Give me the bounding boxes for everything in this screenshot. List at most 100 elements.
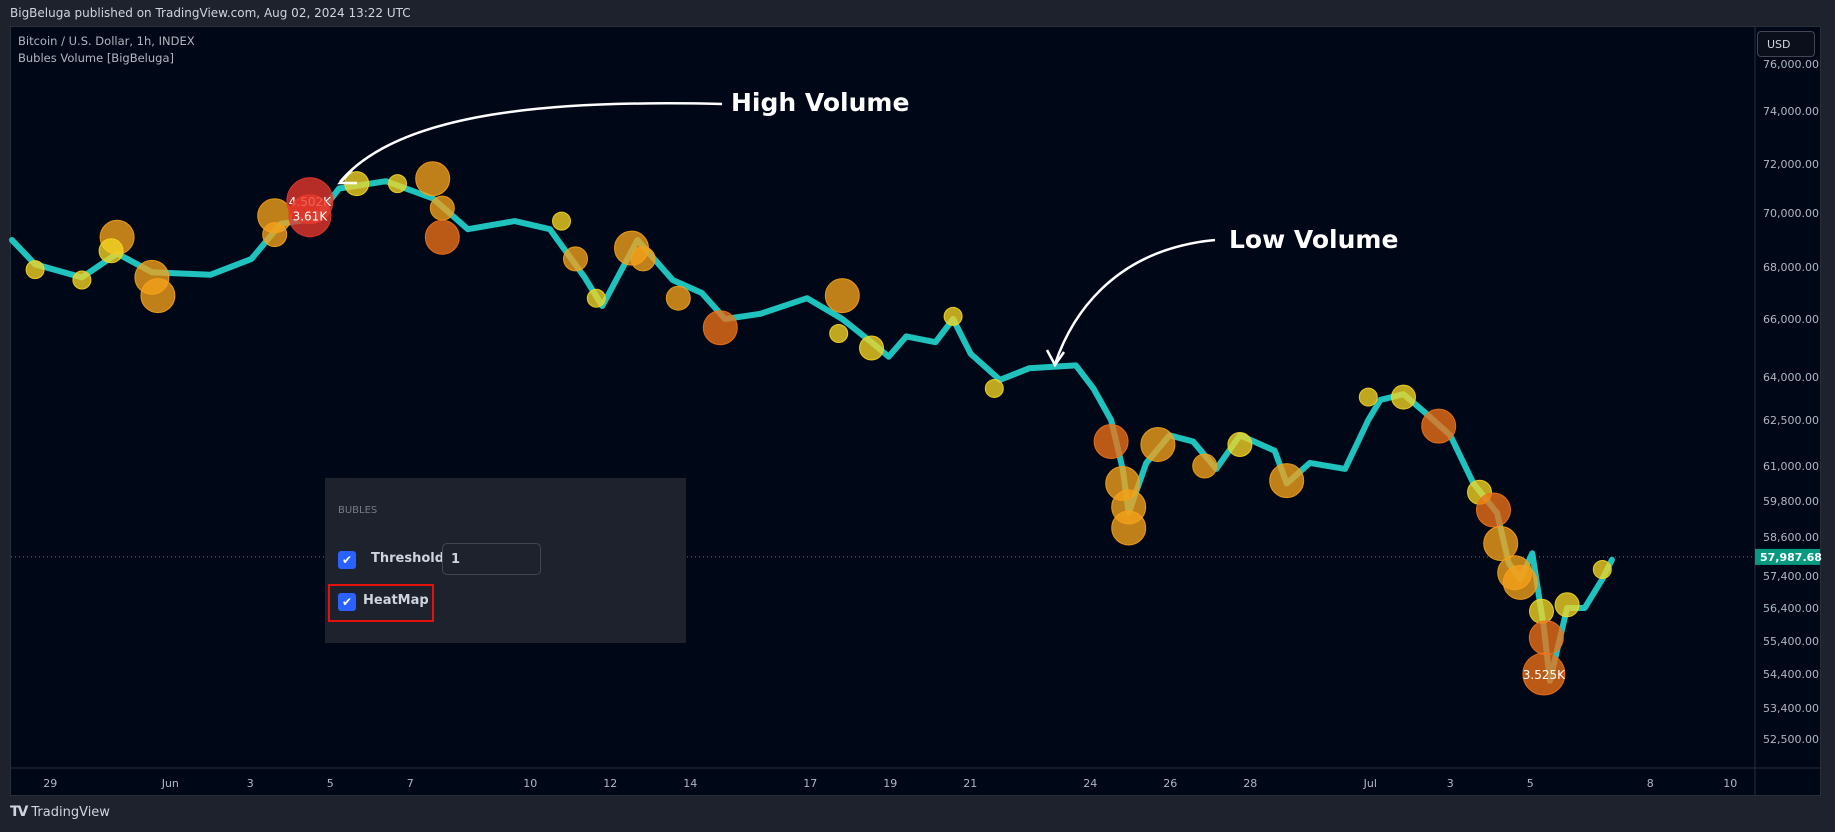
- time-tick-label: 12: [603, 777, 617, 790]
- price-tick-label: 55,400.00: [1763, 635, 1819, 648]
- high-volume-arrowhead: [337, 169, 357, 185]
- threshold-input[interactable]: [442, 543, 541, 575]
- time-tick-label: 19: [883, 777, 897, 790]
- volume-bubble[interactable]: [1358, 387, 1378, 407]
- volume-bubble[interactable]: [262, 222, 288, 248]
- low-volume-arrowhead: [1045, 349, 1066, 368]
- high-volume-arrow: [339, 102, 723, 183]
- time-tick-label: 3: [247, 777, 254, 790]
- heatmap-checkbox[interactable]: ✔: [338, 593, 356, 611]
- price-tick-label: 68,000.00: [1763, 261, 1819, 274]
- volume-bubble[interactable]: [424, 219, 460, 255]
- low-volume-arrow: [1053, 238, 1216, 365]
- price-tick-label: 52,500.00: [1763, 733, 1819, 746]
- time-tick-label: 26: [1163, 777, 1177, 790]
- volume-bubble[interactable]: [1391, 384, 1416, 410]
- volume-bubble[interactable]: [25, 260, 45, 280]
- price-line: [8, 178, 1615, 684]
- time-tick-label: Jul: [1363, 777, 1377, 790]
- volume-bubble[interactable]: [429, 195, 455, 221]
- volume-bubble[interactable]: [98, 238, 124, 264]
- volume-bubble[interactable]: [1528, 620, 1564, 656]
- volume-bubble[interactable]: [1140, 427, 1176, 463]
- chart-legend: Bitcoin / U.S. Dollar, 1h, INDEX Bubles …: [18, 33, 195, 67]
- volume-bubble[interactable]: [829, 324, 849, 343]
- volume-bubble[interactable]: [943, 306, 963, 326]
- volume-bubble[interactable]: [552, 211, 571, 231]
- time-tick-label: Jun: [161, 777, 179, 790]
- volume-bubble[interactable]: [288, 194, 332, 238]
- settings-panel: BUBLES ✔ Threshold ✔ HeatMap: [325, 478, 686, 643]
- price-tick-label: 59,800.00: [1763, 495, 1819, 508]
- volume-bubble[interactable]: [1111, 510, 1147, 546]
- volume-bubble[interactable]: [1476, 492, 1511, 528]
- time-tick-label: 5: [327, 777, 334, 790]
- volume-bubble[interactable]: [1192, 453, 1218, 479]
- time-tick-label: 14: [683, 777, 697, 790]
- time-tick-label: 29: [43, 777, 57, 790]
- price-tick-label: 54,400.00: [1763, 668, 1819, 681]
- price-tick-label: 72,000.00: [1763, 158, 1819, 171]
- volume-bubble[interactable]: [702, 310, 738, 346]
- volume-bubble[interactable]: [1483, 526, 1519, 561]
- price-tick-label: 70,000.00: [1763, 207, 1819, 220]
- volume-bubble[interactable]: [1592, 560, 1612, 579]
- price-tick-label: 66,000.00: [1763, 313, 1819, 326]
- volume-bubble[interactable]: [1529, 598, 1554, 624]
- high-volume-annotation: High Volume: [731, 88, 910, 117]
- volume-bubble[interactable]: [1269, 463, 1305, 499]
- price-tick-label: 58,600.00: [1763, 531, 1819, 544]
- time-tick-label: 8: [1647, 777, 1654, 790]
- threshold-label: Threshold: [371, 551, 445, 566]
- bubble-volume-label: 3.61K: [293, 210, 329, 224]
- chart-pane[interactable]: [10, 26, 1821, 796]
- currency-button[interactable]: USD: [1757, 31, 1815, 57]
- time-tick-label: 10: [523, 777, 537, 790]
- volume-bubble[interactable]: [859, 335, 884, 361]
- volume-bubble[interactable]: [415, 161, 451, 197]
- symbol-title[interactable]: Bitcoin / U.S. Dollar, 1h, INDEX: [18, 34, 195, 48]
- volume-bubble[interactable]: [563, 246, 588, 272]
- time-tick-label: 3: [1447, 777, 1454, 790]
- time-tick-label: 28: [1243, 777, 1257, 790]
- volume-bubble[interactable]: [984, 378, 1004, 398]
- tradingview-logo-icon: TV: [10, 804, 28, 820]
- volume-bubble[interactable]: [586, 288, 606, 308]
- low-volume-annotation: Low Volume: [1229, 225, 1399, 254]
- time-tick-label: 17: [803, 777, 817, 790]
- time-tick-label: 21: [963, 777, 977, 790]
- volume-bubble[interactable]: [1421, 408, 1457, 444]
- threshold-checkbox[interactable]: ✔: [338, 551, 356, 569]
- publish-info: BigBeluga published on TradingView.com, …: [0, 0, 1835, 26]
- volume-bubble[interactable]: [1554, 592, 1580, 618]
- price-tick-label: 56,400.00: [1763, 602, 1819, 615]
- brand-name: TradingView: [31, 804, 110, 820]
- volume-bubble[interactable]: [140, 278, 176, 314]
- price-tick-label: 64,000.00: [1763, 371, 1819, 384]
- footer-brand[interactable]: TV TradingView: [10, 804, 110, 820]
- volume-bubble[interactable]: [665, 285, 691, 311]
- volume-bubble[interactable]: [630, 246, 656, 272]
- time-tick-label: 5: [1527, 777, 1534, 790]
- heatmap-highlight-box: [328, 584, 434, 622]
- volume-bubble[interactable]: [1502, 564, 1538, 600]
- price-tick-label: 61,000.00: [1763, 460, 1819, 473]
- volume-bubble[interactable]: [1227, 432, 1253, 458]
- heatmap-label: HeatMap: [363, 593, 429, 608]
- last-price-badge: [1755, 548, 1820, 565]
- last-price-label: 57,987.68: [1760, 551, 1822, 564]
- time-tick-label: 10: [1723, 777, 1737, 790]
- volume-bubble[interactable]: [72, 270, 92, 290]
- price-tick-label: 74,000.00: [1763, 105, 1819, 118]
- volume-bubble[interactable]: [1093, 423, 1129, 459]
- price-tick-label: 76,000.00: [1763, 58, 1819, 71]
- bubble-volume-label: 3.525K: [1523, 668, 1566, 682]
- volume-bubble[interactable]: [388, 174, 407, 194]
- indicator-title[interactable]: Bubles Volume [BigBeluga]: [18, 51, 174, 65]
- price-tick-label: 62,500.00: [1763, 414, 1819, 427]
- volume-bubble[interactable]: [824, 278, 860, 314]
- time-tick-label: 24: [1083, 777, 1097, 790]
- volume-bubble[interactable]: [1522, 652, 1566, 696]
- section-title: BUBLES: [338, 505, 378, 516]
